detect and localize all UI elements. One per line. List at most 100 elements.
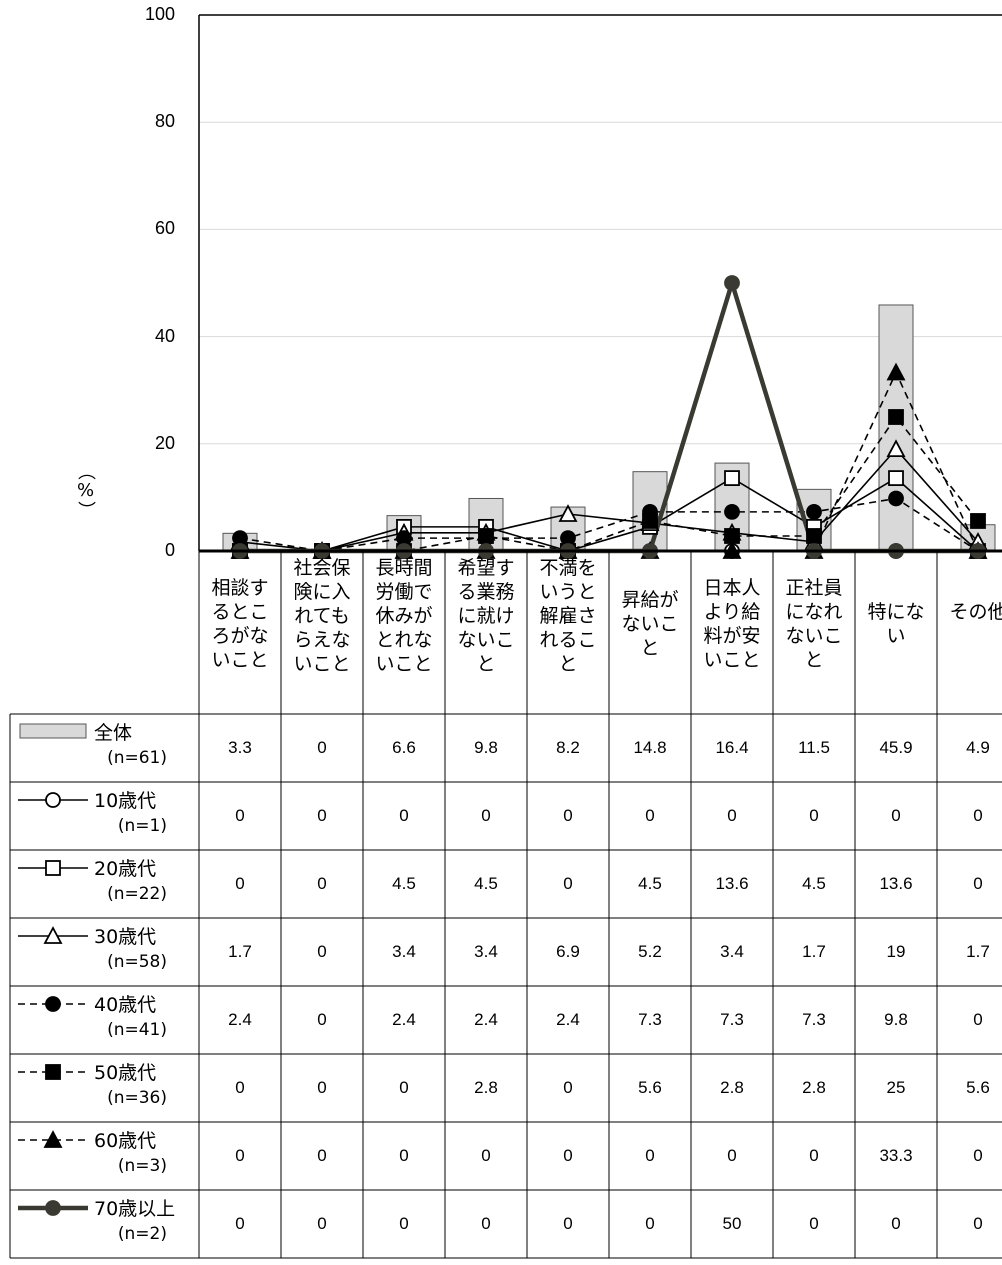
category-label-line: いこと: [703, 649, 761, 671]
table-cell: 0: [317, 874, 327, 893]
legend-entry: 40歳代 (n=41): [0, 986, 199, 1054]
table-cell: 0: [563, 874, 573, 893]
table-cell: 1.7: [802, 942, 826, 961]
table-cell: 2.4: [474, 1010, 498, 1029]
table-cell: 0: [317, 1214, 327, 1233]
marker-square: [724, 528, 740, 544]
marker-square: [888, 470, 904, 487]
legend-entry: 70歳以上 (n=2): [0, 1190, 199, 1258]
marker-square: [45, 860, 61, 876]
series-line: [240, 477, 979, 552]
table-cell: 0: [235, 1078, 245, 1097]
table-cell: 5.2: [638, 942, 662, 961]
category-label-line: と: [804, 649, 824, 671]
category-label-line: 特にな: [867, 601, 925, 623]
gridlines: [198, 14, 1002, 551]
series-line: [239, 497, 979, 552]
series-line: [240, 416, 979, 552]
category-label-line: ろがな: [211, 625, 269, 647]
marker-square: [45, 1064, 61, 1080]
table-cell: 7.3: [720, 1010, 744, 1029]
category-label-line: 労働で: [375, 581, 433, 603]
marker-square: [970, 513, 986, 529]
table-cell: 0: [645, 1146, 655, 1165]
legend-bar-swatch: [19, 723, 87, 739]
table-cell: 2.8: [474, 1078, 498, 1097]
category-label: 昇給が ないこと: [609, 588, 691, 660]
table-cell: 0: [317, 806, 327, 825]
table-cell: 5.6: [638, 1078, 662, 1097]
table-cell: 19: [886, 942, 906, 961]
legend-entry: 60歳代 (n=3): [0, 1122, 199, 1190]
marker-circle: [45, 792, 61, 808]
category-label-line: 希望す: [457, 557, 515, 579]
table-cell: 0: [891, 1214, 901, 1233]
legend-n: (n=2): [117, 1224, 167, 1244]
table-cell: 0: [317, 738, 327, 757]
table-cell: 13.6: [879, 874, 913, 893]
y-tick-label: 80: [154, 111, 175, 132]
table-cell: 14.8: [633, 738, 667, 757]
table-cell: 0: [399, 806, 409, 825]
table-cell: 0: [235, 874, 245, 893]
category-label-line: より給: [703, 601, 761, 623]
bars: [222, 304, 996, 552]
category-label: 不満を いうと 解雇さ れること: [527, 556, 609, 676]
y-tick-label: 40: [154, 325, 175, 346]
table-cell: 6.9: [556, 942, 580, 961]
category-label-line: 険に入: [293, 581, 351, 603]
category-label-line: いうと: [539, 581, 597, 603]
table-cell: 16.4: [715, 738, 749, 757]
table-cell: 45.9: [879, 738, 913, 757]
table-cell: 13.6: [715, 874, 749, 893]
table-cell: 7.3: [802, 1010, 826, 1029]
category-label: 希望す る業務 に就け ないこと: [445, 556, 527, 676]
category-label-line: ないこ: [457, 629, 515, 651]
legend-name: 30歳代: [94, 926, 157, 948]
table-cell: 0: [809, 1214, 819, 1233]
category-label-line: 相談す: [211, 577, 269, 599]
table-cell: 0: [235, 1146, 245, 1165]
legend-n: (n=61): [107, 748, 167, 768]
category-label: 特にない: [855, 600, 937, 648]
table-cell: 8.2: [556, 738, 580, 757]
table-cell: 2.8: [802, 1078, 826, 1097]
legend-glyphs: [18, 723, 88, 1216]
table-cell: 0: [235, 806, 245, 825]
legend-name: 20歳代: [94, 858, 157, 880]
marker-circle: [45, 1200, 61, 1216]
legend-name: 10歳代: [94, 790, 157, 812]
category-label-line: になれ: [785, 601, 843, 623]
legend-name: 40歳代: [94, 994, 157, 1016]
category-label-line: と: [558, 653, 578, 675]
legend-n: (n=58): [107, 952, 167, 972]
table-cell: 0: [973, 1214, 983, 1233]
table-cell: 0: [973, 1010, 983, 1029]
table-cell: 4.5: [392, 874, 416, 893]
table-cell: 4.5: [474, 874, 498, 893]
table-cell: 0: [563, 806, 573, 825]
legend-entry: 20歳代 (n=22): [0, 850, 199, 918]
category-label-line: 料が安: [703, 625, 761, 647]
y-tick-label: 100: [144, 4, 175, 24]
marker-circle: [724, 275, 740, 291]
category-label-line: る業務: [457, 581, 515, 603]
table-cell: 5.6: [966, 1078, 990, 1097]
table-cell: 0: [399, 1146, 409, 1165]
table-cell: 0: [809, 1146, 819, 1165]
table-cell: 0: [563, 1214, 573, 1233]
category-label-line: とれな: [375, 629, 433, 651]
table-cell: 2.8: [720, 1078, 744, 1097]
category-label-line: 解雇さ: [539, 605, 597, 627]
table-cell: 0: [891, 806, 901, 825]
table-cell: 0: [973, 806, 983, 825]
category-label-line: 昇給が: [621, 589, 679, 611]
legend-n: (n=41): [107, 1020, 167, 1040]
table-cell: 0: [317, 942, 327, 961]
table-cell: 50: [722, 1214, 742, 1233]
y-axis-label: （%）: [75, 462, 96, 519]
category-label-line: 不満を: [539, 557, 597, 579]
marker-circle: [45, 996, 61, 1012]
category-label-line: れるこ: [539, 629, 597, 651]
table-cell: 0: [645, 806, 655, 825]
